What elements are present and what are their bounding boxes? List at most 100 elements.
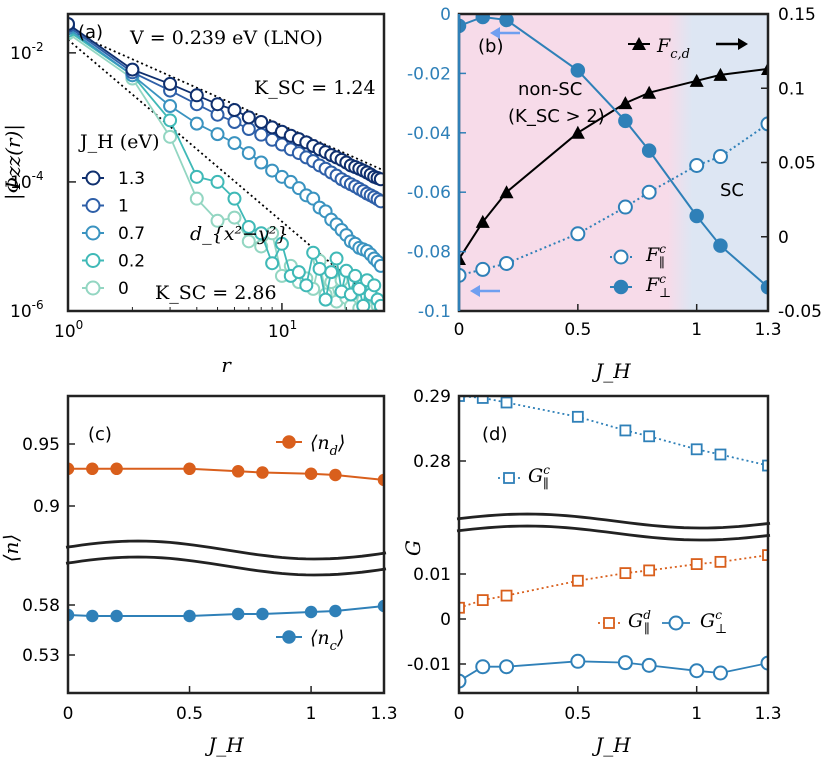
- panel-a-legend-label-0.7: 0.7: [118, 224, 145, 244]
- panel-d-xtick-label-0: 0: [454, 704, 465, 724]
- panel-d-point-1-2: [500, 589, 513, 602]
- panel-a-point-0.2-12: [299, 278, 314, 293]
- panel-d-frame: [457, 394, 770, 695]
- panel-a-fit-line-2: [68, 38, 384, 310]
- panel-c-ytick-label-2: 0.58: [22, 596, 60, 616]
- panel-b-point-1-0: [459, 267, 467, 283]
- panel-d-ytick-label-4: -0.01: [407, 655, 451, 675]
- panel-b-legend-marker-2: [613, 279, 629, 295]
- panel-b-ytick-right-label-3: 0: [778, 228, 789, 248]
- panel-c-legend-marker-0: [282, 435, 296, 449]
- panel-a-point-0.2-9: [274, 236, 289, 251]
- panel-a-point-0.7-7: [254, 155, 269, 170]
- panel-c: 0 0.5 1 1.3 0.95 0.9 0.58 0.53 (c) ⟨nd⟩ ⟨nc⟩ J_H…: [0, 394, 398, 757]
- panel-a-point-1.3-3: [189, 88, 204, 103]
- panel-b-region-label-nonsc: non-SC: [518, 79, 582, 100]
- panel-a-point-1.3-7: [254, 114, 269, 129]
- panel-a-point-0.7-5: [227, 136, 242, 151]
- panel-d-point-0-4: [619, 424, 632, 437]
- panel-b-ytick-right-label-2: 0.05: [778, 154, 816, 174]
- panel-c-xlabel: J_H: [204, 733, 244, 757]
- panel-a-point-0-6: [241, 234, 256, 249]
- panel-d-legend-marker-1: [603, 617, 615, 629]
- panel-b-ytick-left-label-4: -0.08: [407, 243, 451, 263]
- panel-a-label: (a): [78, 22, 103, 43]
- panel-a-point-0-2: [163, 129, 178, 144]
- panel-a-point-0.2-2: [163, 113, 178, 128]
- panel-d-axis-break-line-top: [456, 512, 771, 530]
- panel-a-point-0-3: [189, 191, 204, 206]
- panel-a-point-1.3-6: [241, 110, 256, 125]
- panel-a-point-0.2-16: [324, 265, 339, 280]
- panel-b-point-0-3: [570, 125, 585, 139]
- panel-d-xtick-label-1: 0.5: [564, 704, 591, 724]
- panel-a-legend-title: J_H (eV): [78, 131, 160, 153]
- panel-b-xtick-label-3: 1.3: [754, 320, 781, 340]
- panel-d-ylabel: G: [401, 540, 425, 556]
- panel-c-ytick-label-3: 0.53: [22, 646, 60, 666]
- panel-a-point-1.3-2: [163, 76, 178, 91]
- panel-b-ytick-left-label-0: 0: [440, 5, 451, 25]
- panel-d-legend-label-1: Gd ∥: [628, 608, 651, 637]
- panel-a-point-0.7-8: [265, 163, 280, 178]
- panel-a-point-0.7-6: [241, 146, 256, 161]
- panel-c-axis-break-gap: [66, 541, 386, 575]
- panel-c-axis-break-line-bottom: [65, 555, 387, 577]
- panel-b-point-2-2: [499, 14, 514, 28]
- panel-b: 0 0.5 1 1.3 0 -0.02 -0.04 -0.06 -0.08 -0.1 0.15 0.1…: [407, 5, 822, 383]
- panel-a-legend-label-1: 1: [118, 197, 129, 217]
- panel-d-point-0-1: [476, 396, 489, 404]
- panel-c-point-0-7: [329, 468, 342, 482]
- panel-a-point-0.2-14: [312, 261, 327, 276]
- panel-c-point-1-0: [68, 608, 75, 622]
- panel-d-point-1-7: [714, 555, 727, 568]
- panel-b-legend-label-1: Fc ∥: [645, 242, 666, 271]
- panel-c-point-0-8: [377, 473, 384, 487]
- panel-b-legend-marker-0: [632, 37, 646, 50]
- panel-a-annotation-k1: K_SC = 1.24: [254, 77, 376, 99]
- panel-a-ylabel: |Φzz(r)|: [1, 124, 26, 200]
- panel-d-point-0-3: [571, 410, 584, 423]
- panel-c-legend-label-0: ⟨nd⟩: [310, 432, 345, 459]
- panel-a-point-1-5: [227, 114, 242, 129]
- panel-c-point-0-1: [86, 462, 99, 476]
- panel-a-point-1-6: [241, 122, 256, 137]
- panel-b-point-1-7: [712, 149, 728, 165]
- panel-b-point-0-5: [642, 85, 657, 99]
- panel-a-point-0.2-4: [210, 174, 225, 189]
- panel-b-point-0-1: [475, 214, 490, 228]
- panel-b-point-0-6: [689, 73, 704, 87]
- panel-b-point-2-6: [689, 208, 704, 224]
- panel-d-legend-label-0: Gc ∥: [528, 463, 550, 492]
- panel-d-point-2-2: [499, 659, 515, 675]
- panel-d-xtick-label-3: 1.3: [754, 704, 781, 724]
- panel-d-ytick-label-2: 0.01: [413, 565, 451, 585]
- panel-c-point-0-5: [256, 466, 269, 479]
- panel-b-xtick-label-2: 1: [691, 320, 702, 340]
- panel-a-point-0.2-13: [306, 245, 321, 260]
- panel-a-point-0.2-23: [356, 298, 371, 311]
- panel-c-label: (c): [88, 424, 112, 445]
- panel-a-xlabel: r: [221, 353, 232, 377]
- panel-c-frame: [66, 394, 386, 695]
- panel-a-point-0.2-21: [348, 268, 363, 283]
- panel-d-point-2-7: [712, 665, 728, 681]
- panel-c-ytick-label-1: 0.9: [33, 497, 60, 517]
- panel-d-point-0-0: [459, 396, 465, 402]
- panel-d-point-1-5: [643, 564, 656, 577]
- panel-c-ylabel: ⟨n⟩: [0, 534, 23, 563]
- panel-a-legend-marker-1: [85, 198, 101, 213]
- panel-d-point-2-1: [475, 659, 491, 675]
- panel-a-point-0.7-28: [373, 258, 384, 273]
- panel-a-ytick-label-2: 10-6: [10, 298, 44, 322]
- panel-c-xtick-label-0: 0: [63, 704, 74, 724]
- panel-b-point-2-8: [760, 279, 768, 295]
- panel-b-point-2-0: [459, 18, 467, 34]
- panel-b-point-1-4: [617, 199, 633, 215]
- panel-a-point-0.2-7: [254, 226, 269, 241]
- panel-c-point-0-0: [68, 462, 75, 476]
- panel-b-region-label-nonsc-condition: (K_SC > 2): [508, 106, 605, 127]
- panel-b-legend-marker-1: [613, 249, 629, 265]
- panel-d: 0 0.5 1 1.3 0.29 0.28 0.01 0 -0.01 (d) Gc ∥ Gd ∥ Gc ⊥…: [401, 387, 782, 757]
